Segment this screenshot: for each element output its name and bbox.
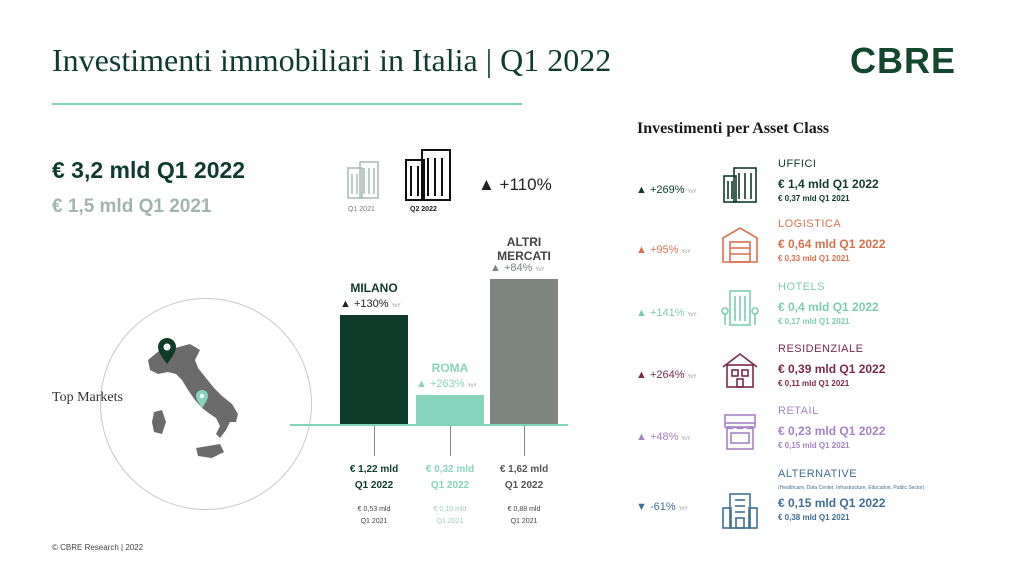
house-icon	[720, 349, 760, 394]
map-circle	[100, 298, 312, 510]
label-milano: MILANO	[350, 281, 398, 295]
asset-name-retail: RETAIL	[778, 405, 819, 417]
shop-icon	[720, 411, 760, 456]
building-large-icon	[404, 146, 454, 207]
title-underline	[52, 103, 522, 105]
asset-current-logistica: € 0,64 mld Q1 2022	[778, 237, 886, 251]
label-altri-mercati: ALTRI MERCATI	[497, 235, 551, 263]
asset-growth-hotels: ▲ +141% YoY	[636, 307, 697, 319]
bar-altri-mercati	[490, 279, 558, 424]
asset-growth-uffici: ▲ +269% YoY	[636, 184, 697, 196]
asset-previous-hotels: € 0,17 mld Q1 2021	[778, 317, 850, 326]
cbre-logo: CBRE	[850, 40, 957, 81]
asset-name-logistica: LOGISTICA	[778, 218, 842, 230]
asset-previous-retail: € 0,15 mld Q1 2021	[778, 441, 850, 450]
asset-name-hotels: HOTELS	[778, 281, 826, 293]
bar-milano	[340, 315, 408, 424]
asset-name-uffici: UFFICI	[778, 158, 817, 170]
asset-current-residenziale: € 0,39 mld Q1 2022	[778, 362, 886, 376]
asset-current-hotels: € 0,4 mld Q1 2022	[778, 300, 879, 314]
total-growth: ▲ +110%	[478, 175, 552, 194]
asset-growth-logistica: ▲ +95% YoY	[636, 244, 691, 256]
previous-altri-mercati: € 0,88 mld Q1 2021	[507, 506, 541, 525]
asset-growth-alternative: ▼ -61% YoY	[636, 501, 688, 513]
top-markets-label: Top Markets	[52, 390, 123, 405]
alternative-building-icon	[720, 490, 760, 535]
warehouse-icon	[720, 224, 760, 269]
asset-previous-alternative: € 0,38 mld Q1 2021	[778, 513, 850, 522]
value-altri-mercati: € 1,62 mld Q1 2022	[499, 464, 549, 491]
asset-name-residenziale: RESIDENZIALE	[778, 343, 864, 355]
q2-2022-label: Q2 2022	[410, 206, 437, 213]
growth-altri-mercati: ▲ +84% YoY	[490, 262, 545, 274]
growth-roma: ▲ +263% YoY	[416, 378, 477, 390]
value-milano: € 1,22 mld Q1 2022	[349, 464, 399, 491]
asset-current-alternative: € 0,15 mld Q1 2022	[778, 496, 886, 510]
roma-pin-icon	[196, 390, 208, 413]
asset-name-alternative: ALTERNATIVE	[778, 468, 858, 480]
page-title: Investimenti immobiliari in Italia | Q1 …	[52, 42, 612, 78]
previous-roma: € 0,10 mld Q1 2021	[433, 506, 467, 525]
asset-previous-residenziale: € 0,11 mld Q1 2021	[778, 379, 850, 388]
footer-copyright: © CBRE Research | 2022	[52, 543, 144, 552]
hotel-icon	[720, 287, 760, 332]
office-building-icon	[720, 164, 760, 209]
asset-growth-residenziale: ▲ +264% YoY	[636, 369, 697, 381]
value-roma: € 0,32 mld Q1 2022	[425, 464, 475, 491]
previous-milano: € 0,53 mld Q1 2021	[357, 506, 391, 525]
tick-milano	[374, 426, 375, 456]
asset-previous-uffici: € 0,37 mld Q1 2021	[778, 194, 850, 203]
italy-map-icon	[140, 330, 250, 470]
tick-roma	[450, 426, 451, 456]
milano-pin-icon	[158, 338, 176, 369]
total-previous: € 1,5 mld Q1 2021	[52, 196, 212, 217]
q1-2021-label: Q1 2021	[348, 206, 375, 213]
bar-roma	[416, 395, 484, 424]
label-roma: ROMA	[431, 361, 469, 375]
asset-class-title: Investimenti per Asset Class	[637, 120, 830, 137]
asset-current-retail: € 0,23 mld Q1 2022	[778, 424, 886, 438]
building-small-icon	[346, 158, 382, 205]
asset-current-uffici: € 1,4 mld Q1 2022	[778, 177, 879, 191]
chart-baseline	[290, 424, 568, 426]
growth-milano: ▲ +130% YoY	[340, 298, 401, 310]
total-current: € 3,2 mld Q1 2022	[52, 157, 246, 183]
asset-growth-retail: ▲ +48% YoY	[636, 431, 691, 443]
tick-altri-mercati	[524, 426, 525, 456]
asset-sub-alternative: (Healthcare, Data Center, Infrastructure…	[778, 485, 925, 491]
asset-previous-logistica: € 0,33 mld Q1 2021	[778, 254, 850, 263]
